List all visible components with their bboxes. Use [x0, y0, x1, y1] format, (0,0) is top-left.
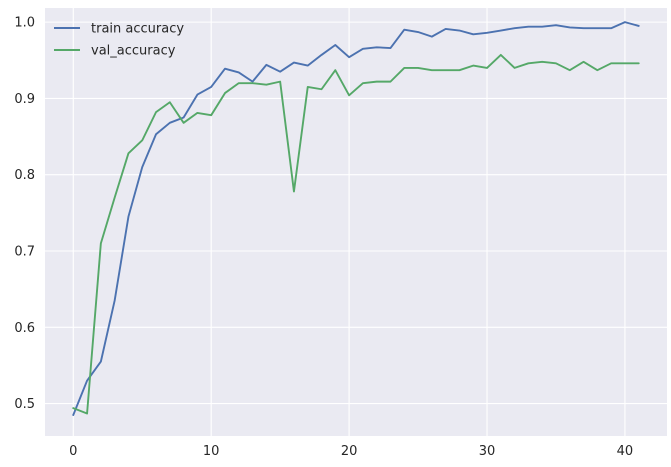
x-tick-label: 40: [617, 444, 634, 459]
x-tick-label: 20: [341, 444, 358, 459]
x-tick-label: 10: [203, 444, 220, 459]
y-tick-label: 0.9: [14, 92, 35, 107]
x-tick-label: 30: [479, 444, 496, 459]
grid-lines: [45, 8, 667, 436]
y-tick-label: 0.5: [14, 397, 35, 412]
plot-area: [45, 8, 667, 436]
series-line-val-accuracy: [72, 53, 640, 415]
x-axis-ticks: 0 10 20 30 40: [69, 444, 633, 459]
series-line-train-accuracy: [72, 21, 640, 416]
series-lines: [72, 21, 640, 416]
y-axis-ticks: 0.5 0.6 0.7 0.8 0.9 1.0: [14, 16, 35, 412]
y-tick-label: 1.0: [14, 16, 35, 31]
legend-label: val_accuracy: [91, 44, 176, 59]
x-tick-label: 0: [69, 444, 77, 459]
legend: train accuracy val_accuracy: [54, 22, 184, 59]
legend-label: train accuracy: [91, 22, 184, 37]
y-tick-label: 0.8: [14, 168, 35, 183]
y-tick-label: 0.7: [14, 244, 35, 259]
y-tick-label: 0.6: [14, 321, 35, 336]
